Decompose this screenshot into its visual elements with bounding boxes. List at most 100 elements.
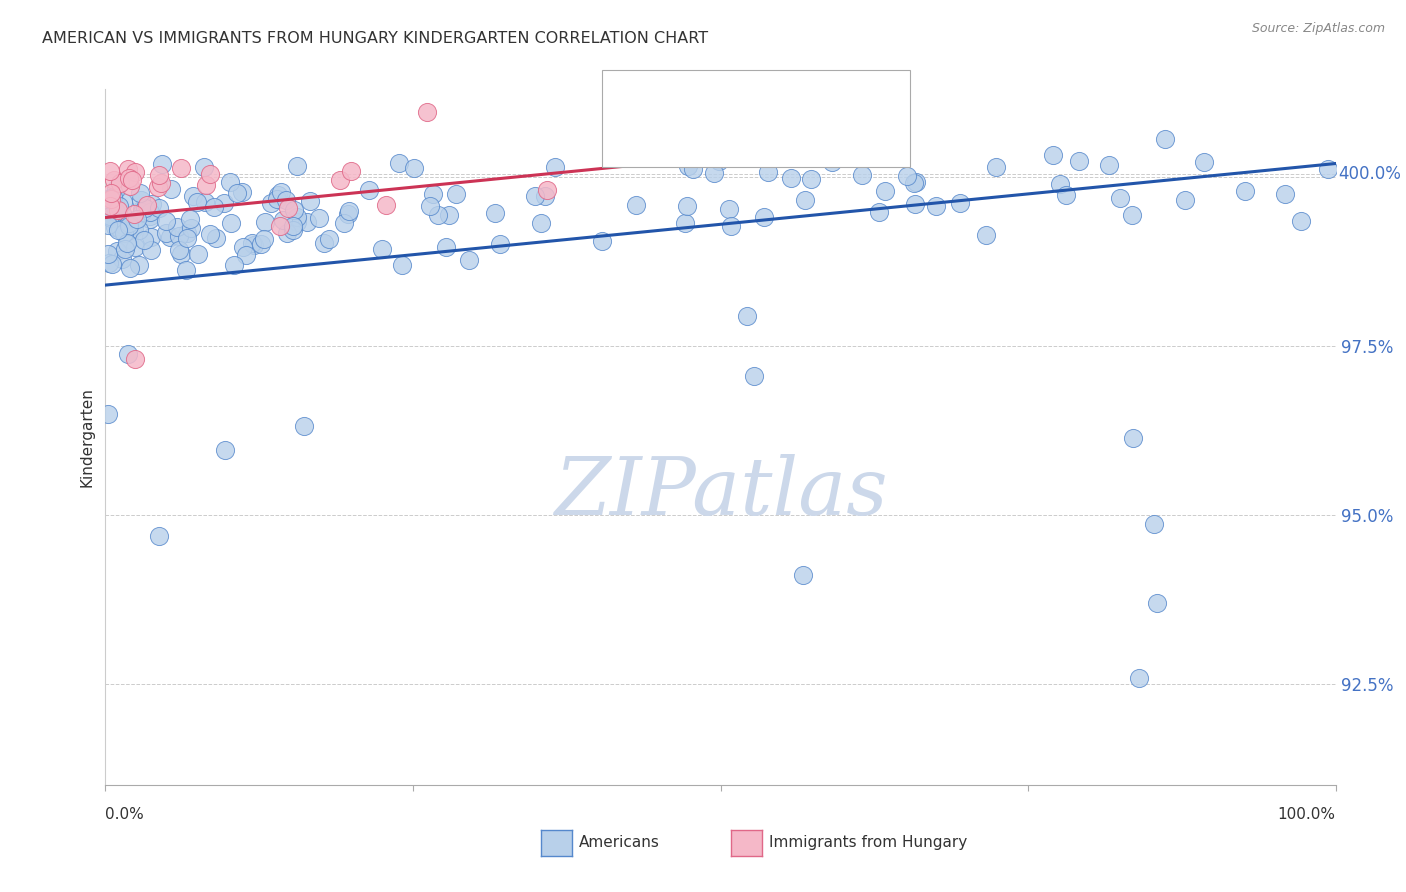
Text: 0.0%: 0.0% bbox=[105, 807, 145, 822]
Y-axis label: Kindergarten: Kindergarten bbox=[79, 387, 94, 487]
Point bbox=[120, 179, 142, 194]
Text: 179: 179 bbox=[785, 87, 823, 104]
Point bbox=[416, 105, 439, 120]
Point bbox=[149, 176, 172, 190]
Point bbox=[141, 197, 163, 211]
Point bbox=[105, 205, 128, 219]
Point bbox=[148, 529, 170, 543]
Point bbox=[117, 347, 139, 361]
Point bbox=[1098, 158, 1121, 172]
Point bbox=[100, 193, 122, 207]
Point bbox=[101, 190, 124, 204]
Point bbox=[112, 226, 135, 240]
Point bbox=[436, 240, 458, 254]
Point bbox=[129, 186, 152, 200]
Point bbox=[292, 418, 315, 433]
Point bbox=[591, 234, 613, 248]
Point bbox=[124, 352, 146, 367]
Point bbox=[100, 163, 122, 178]
Point bbox=[134, 201, 156, 215]
Point bbox=[104, 209, 127, 223]
Point bbox=[97, 219, 120, 233]
Text: Source: ZipAtlas.com: Source: ZipAtlas.com bbox=[1251, 22, 1385, 36]
Point bbox=[120, 261, 142, 276]
Point bbox=[111, 206, 134, 220]
Point bbox=[308, 211, 330, 225]
Point bbox=[742, 369, 765, 384]
Point bbox=[530, 216, 553, 230]
Point bbox=[115, 235, 138, 250]
Text: N =: N = bbox=[749, 87, 789, 104]
Point bbox=[104, 220, 127, 235]
Point bbox=[821, 155, 844, 169]
Text: 0.260: 0.260 bbox=[686, 128, 742, 146]
Point bbox=[800, 172, 823, 186]
Point bbox=[1192, 155, 1215, 169]
Point bbox=[340, 164, 363, 178]
Point bbox=[138, 212, 160, 227]
Point bbox=[1121, 208, 1143, 222]
Point bbox=[148, 179, 170, 194]
Point bbox=[676, 199, 699, 213]
Point bbox=[205, 231, 228, 245]
Point bbox=[198, 227, 221, 242]
Point bbox=[160, 182, 183, 196]
Point bbox=[1233, 185, 1256, 199]
Point bbox=[155, 214, 177, 228]
Point bbox=[896, 169, 918, 183]
Point bbox=[100, 186, 122, 201]
Point bbox=[97, 192, 120, 206]
Point bbox=[752, 210, 775, 224]
Point bbox=[98, 199, 121, 213]
Point bbox=[544, 160, 567, 174]
Point bbox=[283, 219, 305, 233]
Point bbox=[139, 209, 162, 223]
Point bbox=[170, 161, 193, 176]
Point bbox=[1153, 132, 1175, 146]
Point bbox=[270, 185, 292, 199]
Point bbox=[114, 243, 136, 257]
Text: 28: 28 bbox=[785, 128, 815, 146]
Point bbox=[337, 203, 360, 218]
Text: AMERICAN VS IMMIGRANTS FROM HUNGARY KINDERGARTEN CORRELATION CHART: AMERICAN VS IMMIGRANTS FROM HUNGARY KIND… bbox=[42, 31, 709, 46]
Point bbox=[136, 198, 159, 212]
Point bbox=[104, 205, 127, 219]
Point bbox=[202, 200, 225, 214]
Point bbox=[180, 221, 202, 235]
Point bbox=[231, 186, 253, 200]
Point bbox=[124, 165, 146, 179]
Point bbox=[283, 202, 305, 217]
Text: N =: N = bbox=[749, 128, 789, 146]
Point bbox=[1274, 186, 1296, 201]
Point bbox=[281, 223, 304, 237]
Point bbox=[195, 178, 218, 193]
Point bbox=[117, 161, 139, 176]
Point bbox=[285, 159, 308, 173]
Point bbox=[166, 219, 188, 234]
Point bbox=[111, 252, 134, 266]
Point bbox=[104, 194, 127, 209]
Text: ZIPatlas: ZIPatlas bbox=[554, 454, 887, 532]
Point bbox=[427, 208, 450, 222]
Text: Immigrants from Hungary: Immigrants from Hungary bbox=[769, 836, 967, 850]
Point bbox=[134, 233, 156, 247]
Point bbox=[1054, 187, 1077, 202]
Point bbox=[103, 211, 125, 226]
Point bbox=[523, 189, 546, 203]
Point bbox=[148, 201, 170, 215]
Point bbox=[986, 160, 1008, 174]
Point bbox=[1143, 517, 1166, 532]
Point bbox=[108, 176, 131, 190]
Point bbox=[269, 219, 291, 233]
Text: Americans: Americans bbox=[579, 836, 661, 850]
Point bbox=[112, 218, 135, 232]
Point bbox=[285, 215, 308, 229]
Point bbox=[260, 196, 283, 211]
Point bbox=[118, 219, 141, 233]
Point bbox=[117, 232, 139, 246]
Point bbox=[97, 256, 120, 270]
Point bbox=[875, 184, 897, 198]
Point bbox=[422, 187, 444, 202]
Point bbox=[176, 231, 198, 245]
Point bbox=[793, 193, 815, 207]
